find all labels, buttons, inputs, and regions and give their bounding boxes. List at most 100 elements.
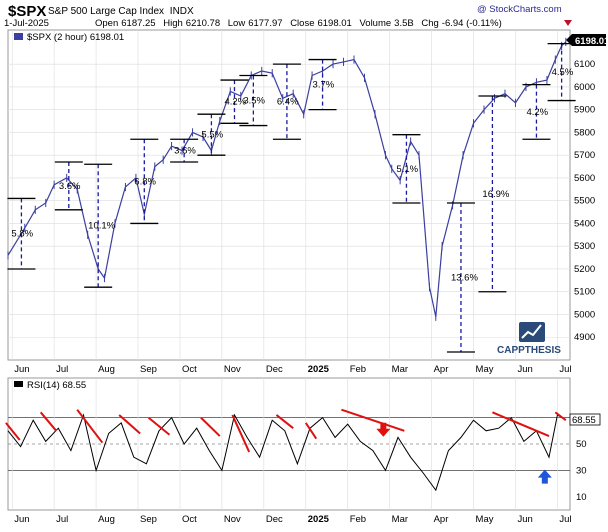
pullback-label: 4.5% (552, 67, 574, 78)
watermark-text: CAPPTHESIS (497, 345, 561, 356)
rsi-trendline (39, 411, 57, 432)
rsi-last-value: 68.55 (572, 415, 596, 426)
rsi-series (7, 413, 567, 492)
x-tick-label: Feb (350, 514, 366, 525)
price-tick-label: 4900 (574, 332, 595, 343)
rsi-tick-label: 10 (576, 492, 587, 503)
x-axis-bottom: Jun Jul Aug Sep Oct Nov Dec 2025 Feb Mar Apr May Jun… (14, 514, 571, 525)
volume-label: Volume (359, 18, 391, 29)
price-tick-label: 5000 (574, 309, 595, 320)
high-label: High (163, 18, 183, 29)
rsi-arrows (376, 422, 552, 484)
rsi-legend-text: RSI(14) 68.55 (27, 380, 86, 391)
pullback-label: 4.2% (224, 97, 246, 108)
pullback-label: 3.6% (174, 146, 196, 157)
pullback-label: 6.8% (134, 176, 156, 187)
volume-value: 3.5B (394, 18, 414, 29)
index-full-name: S&P 500 Large Cap Index (48, 6, 164, 17)
price-tick-label: 5700 (574, 150, 595, 161)
pullback-label: 4.2% (526, 107, 548, 118)
price-tick-label: 5400 (574, 218, 595, 229)
x-axis-top: Jun Jul Aug Sep Oct Nov Dec 2025 Feb Mar Apr May Jun… (14, 364, 571, 375)
chg-label: Chg (421, 18, 438, 29)
price-legend-swatch (14, 33, 23, 40)
x-tick-label: Mar (392, 514, 408, 525)
x-tick-label: Jun (517, 514, 532, 525)
quote-date: 1-Jul-2025 (4, 18, 49, 29)
pullback-label: 6.4% (277, 97, 299, 108)
pullback-label: 13.6% (451, 273, 478, 284)
rsi-tick-label: 50 (576, 439, 587, 450)
x-tick-label: Jun (14, 514, 29, 525)
x-tick-label: Sep (140, 514, 157, 525)
close-label: Close (290, 18, 314, 29)
x-tick-label: 2025 (308, 364, 330, 375)
pullback-markers: 5.8%3.6%10.1%6.8%3.6%5.5%4.2%3.5% 6.4%3.7… (7, 43, 576, 353)
price-legend-text: $SPX (2 hour) 6198.01 (27, 32, 124, 43)
price-grid (8, 30, 570, 360)
rsi-trendline (76, 409, 104, 444)
pullback-label: 3.6% (59, 181, 81, 192)
x-tick-label: Feb (350, 364, 366, 375)
x-tick-label: Jul (559, 364, 571, 375)
x-tick-label: May (476, 364, 494, 375)
open-label: Open (95, 18, 118, 29)
up-arrow-icon (537, 469, 552, 484)
index-exchange: INDX (170, 6, 194, 17)
low-label: Low (228, 18, 246, 29)
pullback-label: 5.1% (396, 164, 418, 175)
rsi-trendline (492, 411, 550, 438)
x-tick-label: Apr (434, 364, 449, 375)
rsi-trendline (5, 422, 21, 441)
rsi-legend: RSI(14) 68.55 (14, 380, 86, 391)
chg-value: -6.94 (-0.11%) (442, 18, 502, 29)
price-legend: $SPX (2 hour) 6198.01 (14, 32, 124, 43)
high-value: 6210.78 (186, 18, 220, 29)
price-y-axis: 4900 5000 5100 5200 5300 5400 5500 5600 5700 5800… (574, 59, 595, 343)
x-tick-label: Aug (98, 364, 115, 375)
price-panel-frame (7, 29, 571, 361)
x-tick-label: Nov (224, 364, 241, 375)
price-tick-label: 5800 (574, 127, 595, 138)
pullback-label: 5.5% (201, 130, 223, 141)
price-tick-label: 6000 (574, 82, 595, 93)
rsi-trendline (275, 414, 294, 429)
x-tick-label: Dec (266, 364, 283, 375)
x-tick-label: Apr (434, 514, 449, 525)
rsi-line (7, 413, 567, 492)
x-tick-label: Jul (56, 514, 68, 525)
x-tick-label: Jul (56, 364, 68, 375)
rsi-trendline (231, 414, 251, 453)
close-value: 6198.01 (317, 18, 351, 29)
price-series (7, 37, 567, 321)
down-arrow-icon (376, 422, 391, 437)
stockcharts-credit: @ StockCharts.com (477, 4, 562, 15)
rsi-trendlines (5, 408, 567, 453)
rsi-trendline (304, 422, 318, 440)
index-name: S&P 500 Large Cap Index INDX (48, 6, 194, 17)
cappthesis-logo: CAPPTHESIS (497, 322, 561, 356)
pullback-label: 10.1% (88, 221, 115, 232)
x-tick-label: Oct (182, 514, 197, 525)
rsi-last-tag-bg (569, 413, 601, 426)
price-tick-label: 5500 (574, 196, 595, 207)
x-tick-label: Oct (182, 364, 197, 375)
rsi-grid: 70503010 (8, 378, 587, 510)
ticker-symbol: $SPX (8, 3, 46, 20)
price-tick-label: 5900 (574, 105, 595, 116)
down-change-icon (564, 20, 572, 26)
x-tick-label: May (476, 514, 494, 525)
pullback-label: 16.9% (482, 189, 509, 200)
rsi-last-tag: 68.55 (569, 413, 601, 426)
x-tick-label: Dec (266, 514, 283, 525)
x-tick-label: Jul (559, 514, 571, 525)
rsi-trendline (200, 416, 221, 437)
last-price-tag-bg (566, 34, 606, 46)
x-tick-label: Mar (392, 364, 408, 375)
logo-chart-icon (519, 322, 545, 342)
last-price-value: 6198.01 (575, 36, 608, 47)
pullback-label: 3.7% (313, 80, 335, 91)
low-value: 6177.97 (248, 18, 282, 29)
logo-line-icon (521, 324, 542, 339)
